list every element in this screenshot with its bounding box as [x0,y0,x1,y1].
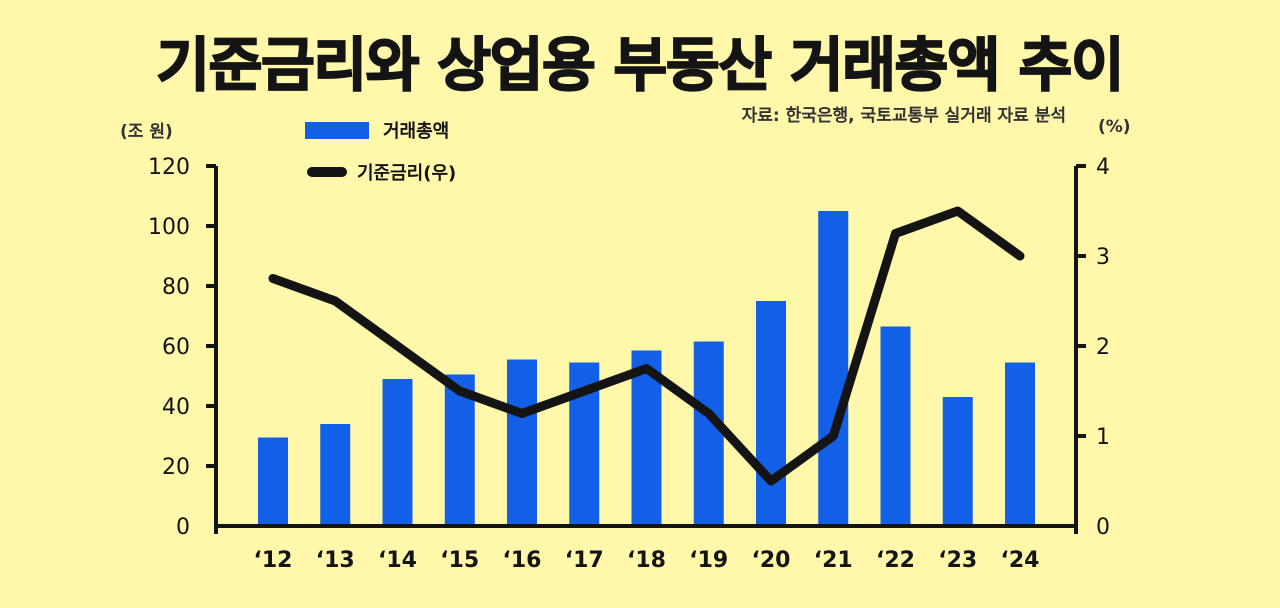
x-tick-label: ‘22 [876,548,915,573]
x-tick-label: ‘17 [565,548,604,573]
bar [942,397,973,526]
bar [320,424,351,526]
base-rate-line [268,206,1025,486]
y-left-tick-label: 60 [162,335,190,360]
legend-item-transactions: 거래총액 [305,116,456,144]
y-left-tick-label: 120 [148,155,190,180]
bar [693,341,724,526]
y-left-tick-label: 100 [148,215,190,240]
x-tick-label: ‘13 [316,548,355,573]
chart-title: 기준금리와 상업용 부동산 거래총액 추이 [156,30,1126,100]
x-tick-label: ‘14 [378,548,417,573]
bar [1005,362,1035,526]
y-right-tick-label: 2 [1096,335,1110,360]
x-tick-label: ‘20 [752,548,791,573]
x-tick-label: ‘19 [689,548,728,573]
bar [444,374,475,526]
bar [818,211,849,526]
bar [880,326,911,526]
legend-item-base-rate: 기준금리(우) [305,158,456,186]
source-note: 자료: 한국은행, 국토교통부 실거래 자료 분석 [741,106,1066,126]
legend-label-transactions: 거래총액 [383,121,450,142]
bar-swatch-icon [305,121,369,139]
y-left-tick-label: 80 [162,275,190,300]
x-tick-label: ‘16 [503,548,542,573]
legend-label-base-rate: 기준금리(우) [357,163,457,184]
y-left-tick-label: 20 [162,455,190,480]
left-axis-unit: (조 원) [120,122,173,142]
bar [507,359,537,526]
x-tick-label: ‘12 [254,548,293,573]
y-right-tick-label: 0 [1096,515,1110,540]
y-right-tick-label: 3 [1096,245,1110,270]
y-left-tick-label: 0 [176,515,190,540]
x-tick-label: ‘15 [440,548,479,573]
axis-labels: 0 20 40 60 80 100 120 0 1 2 3 4 ‘12 ‘13 ‘14 ‘15 ‘16 ‘17 ‘1… [148,155,1110,573]
y-left-tick-label: 40 [162,395,190,420]
line-swatch-icon [307,167,347,177]
bar [382,379,413,526]
bar-series [258,211,1035,526]
line-series [268,206,1025,486]
right-axis-unit: (%) [1098,117,1131,137]
x-tick-label: ‘23 [938,548,977,573]
bar [258,437,288,526]
x-tick-label: ‘18 [627,548,666,573]
y-right-tick-label: 1 [1096,425,1110,450]
y-right-tick-label: 4 [1096,155,1110,180]
x-tick-label: ‘21 [814,548,853,573]
legend: 거래총액 기준금리(우) [305,116,456,200]
bar [756,301,786,526]
x-tick-label: ‘24 [1001,548,1040,573]
axes [206,164,1086,534]
